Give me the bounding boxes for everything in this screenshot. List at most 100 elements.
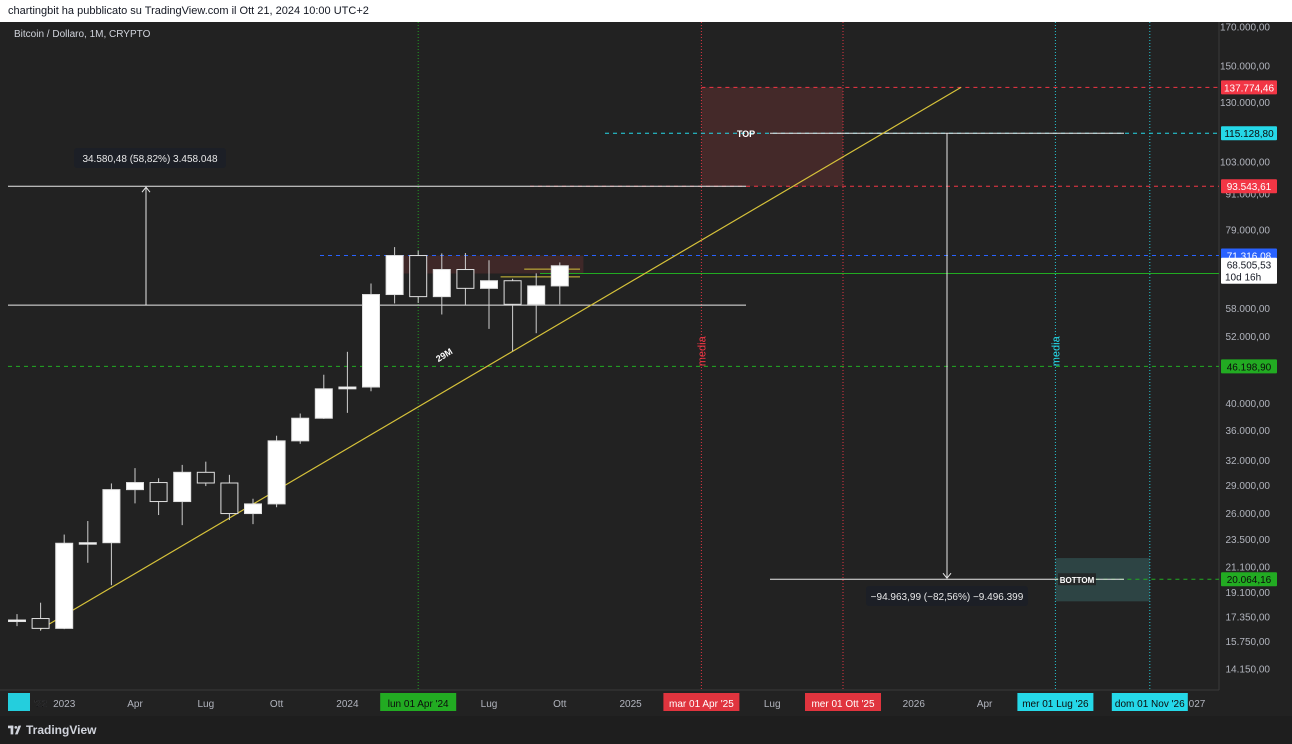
candle (220, 474, 239, 521)
price-tick-label: 14.150,00 (1226, 664, 1271, 675)
time-highlight-tag: mer 01 Lug '26 (1017, 693, 1094, 711)
current-price-bg (1221, 257, 1277, 284)
price-tag: 20.064,16 (1221, 572, 1277, 587)
candle-body (456, 269, 475, 289)
time-tick-label: '22 (34, 699, 47, 710)
upper-measure-text: 34.580,48 (58,82%) 3.458.048 (82, 154, 218, 165)
top-label: TOP (737, 129, 755, 139)
chart-title: Bitcoin / Dollaro, 1M, CRYPTO (14, 29, 151, 40)
price-chart[interactable]: Bitcoin / Dollaro, 1M, CRYPTO media media 2… (0, 0, 1292, 716)
candle (149, 478, 168, 516)
candle-body (55, 542, 74, 629)
price-tag: 93.543,61 (1221, 179, 1277, 194)
tradingview-brand: TradingView (26, 723, 97, 737)
time-tick-label: 027 (1189, 699, 1206, 710)
publish-info: chartingbit ha pubblicato su TradingView… (8, 5, 369, 17)
candle (291, 413, 310, 444)
footer-bar (0, 716, 1292, 744)
price-tick-label: 23.500,00 (1226, 535, 1271, 546)
time-tick-label: Ott (553, 699, 567, 710)
price-tick-label: 32.000,00 (1226, 456, 1271, 467)
time-highlight-label: dom 01 Nov '26 (1115, 699, 1185, 710)
time-highlight-bg (1111, 693, 1188, 711)
price-tag-label: 20.064,16 (1227, 575, 1272, 586)
candle (314, 374, 333, 419)
candle (55, 534, 74, 630)
time-tick-label: Apr (127, 699, 143, 710)
publish-header: chartingbit ha pubblicato su TradingView… (0, 0, 1292, 22)
candle-body (362, 294, 380, 388)
vertical-line-label-3: media (1050, 335, 1062, 366)
price-tag: 46.198,90 (1221, 359, 1277, 374)
time-tick-label: Lug (764, 699, 781, 710)
lower-measure-box (866, 586, 1028, 606)
candle-body (8, 619, 26, 623)
candle (409, 250, 428, 304)
tradingview-logo[interactable]: TradingView (8, 723, 96, 737)
candle-body (338, 386, 357, 390)
candle-body (503, 280, 522, 305)
price-tick-label: 170.000,00 (1220, 22, 1270, 33)
price-tick-label: 21.100,00 (1226, 562, 1271, 573)
time-tick-label: 2026 (903, 699, 926, 710)
time-tick-label-first: '22 (34, 699, 47, 710)
candle (338, 351, 357, 413)
time-tick-label: Lug (481, 699, 498, 710)
candle-body (527, 285, 546, 305)
candle-body (432, 269, 451, 298)
candle-body (196, 471, 215, 484)
candle (267, 435, 286, 508)
candle (78, 521, 97, 563)
time-highlight-bg (663, 693, 740, 711)
price-tick-label: 36.000,00 (1226, 426, 1271, 437)
candle-body (385, 255, 404, 296)
price-tag-bg (1221, 359, 1277, 374)
price-tick-label: 103.000,00 (1220, 158, 1270, 169)
candle-body (550, 265, 569, 287)
candle (527, 273, 546, 334)
candle (196, 461, 215, 487)
time-highlight-tag: dom 01 Nov '26 (1111, 693, 1188, 711)
time-highlight-bg (805, 693, 881, 711)
time-tick-label: 2023 (53, 699, 76, 710)
candle (244, 498, 262, 525)
current-price-countdown: 10d 16h (1225, 273, 1261, 284)
candle (480, 260, 498, 329)
candle (503, 278, 522, 352)
price-tick-label: 26.000,00 (1226, 509, 1271, 520)
trendline (40, 86, 962, 630)
time-highlight-bg (380, 693, 457, 711)
time-tick-label: Lug (197, 699, 214, 710)
upper-measure-box (74, 148, 226, 168)
price-tag-label: 93.543,61 (1227, 182, 1272, 193)
vertical-line-label-1: media (696, 335, 708, 366)
time-highlight-label: mar 01 Apr '25 (669, 699, 734, 710)
candle (385, 247, 404, 304)
bottom-label-text: BOTTOM (1060, 576, 1095, 585)
price-tick-label: 15.750,00 (1226, 637, 1271, 648)
bottom-label-bg (1058, 573, 1096, 586)
price-tick-label: 19.100,00 (1226, 588, 1271, 599)
candle (456, 253, 475, 306)
candle (173, 464, 192, 526)
top-target-zone (701, 87, 843, 187)
price-tick-label: 58.000,00 (1226, 304, 1271, 315)
price-tick-label: 17.350,00 (1226, 612, 1271, 623)
price-tag-bg (1221, 179, 1277, 194)
time-tick-label: Apr (977, 699, 993, 710)
candle-body (409, 255, 428, 298)
price-tag-bg (1221, 572, 1277, 587)
tradingview-logo-icon (8, 725, 22, 735)
lower-measure-text: −94.963,99 (−82,56%) −9.496.399 (871, 592, 1024, 603)
candle (550, 262, 569, 305)
price-tag-label: 46.198,90 (1227, 362, 1272, 373)
candle-body (480, 280, 498, 289)
price-tag-label: 137.774,46 (1224, 83, 1274, 94)
price-tag: 137.774,46 (1221, 80, 1277, 95)
bottom-label: BOTTOM (1058, 573, 1096, 586)
candle-body (31, 618, 50, 629)
candle (31, 602, 50, 631)
time-highlight-label: mer 01 Ott '25 (811, 699, 874, 710)
